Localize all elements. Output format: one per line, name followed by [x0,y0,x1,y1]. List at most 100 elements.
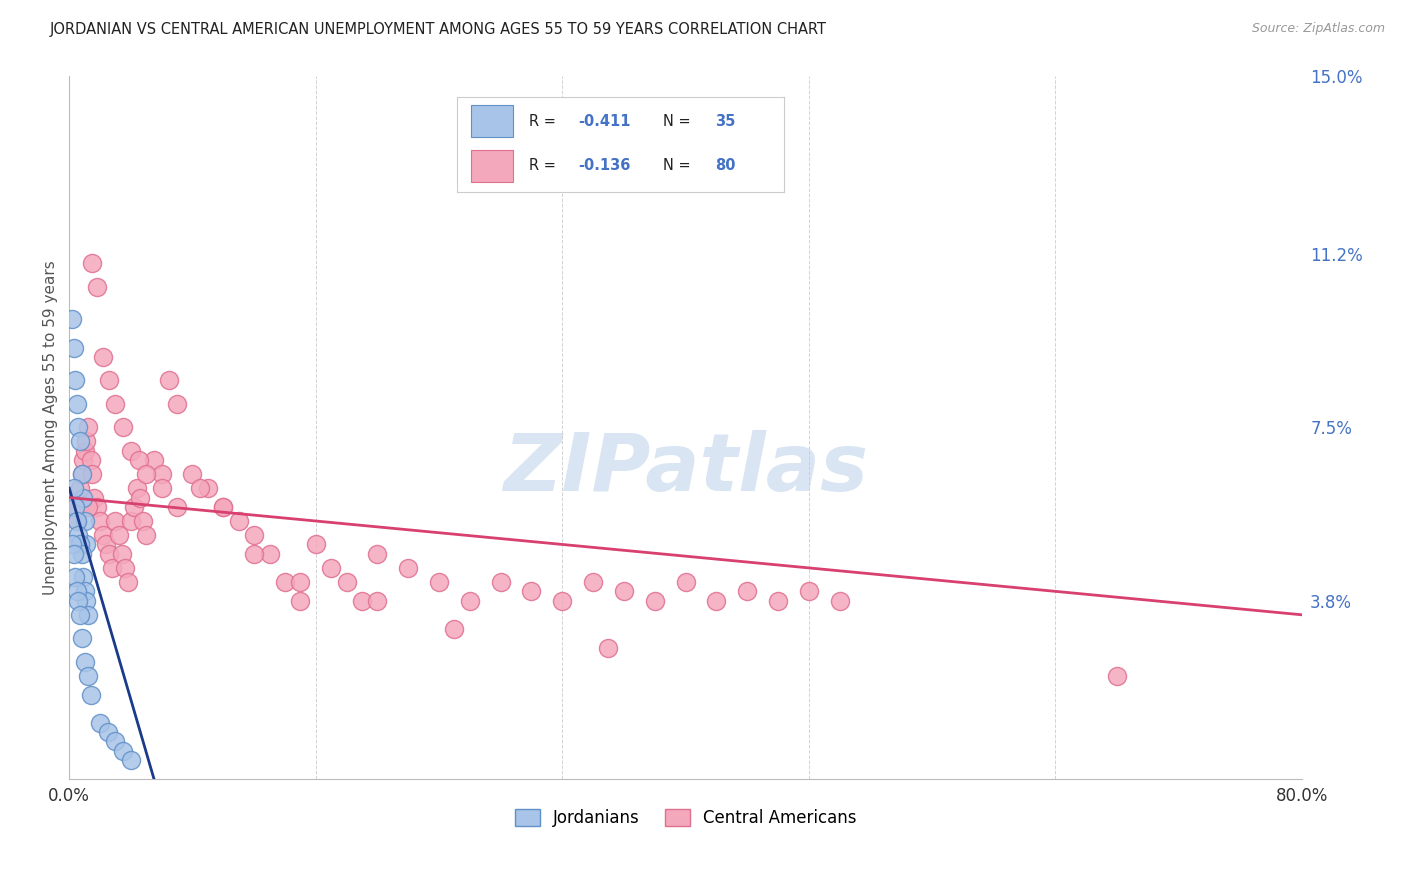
Point [366,547,388,561]
Point [96,537,118,551]
Point [350,593,373,607]
Point [644,593,666,607]
Point [166,397,188,411]
Point [735,584,758,599]
Point [259,547,281,561]
Point [86,500,108,514]
Point [197,481,219,495]
Point [98,547,121,561]
Point [110,547,132,561]
Point [65,373,87,387]
Point [613,584,636,599]
Point [66,514,89,528]
Text: ZIPatlas: ZIPatlas [503,431,868,508]
Point [83,491,105,505]
Point [551,593,574,607]
Point [335,574,357,589]
Point [290,574,312,589]
Point [66,397,89,411]
Point [117,574,139,589]
Point [104,734,127,748]
Point [66,514,89,528]
Point [72,491,94,505]
Point [112,420,135,434]
Point [675,574,697,589]
Point [290,593,312,607]
Point [73,655,96,669]
Point [132,514,155,528]
Point [766,593,789,607]
Point [135,467,157,482]
Point [67,500,90,514]
Point [72,453,94,467]
Point [157,373,180,387]
Text: JORDANIAN VS CENTRAL AMERICAN UNEMPLOYMENT AMONG AGES 55 TO 59 YEARS CORRELATION: JORDANIAN VS CENTRAL AMERICAN UNEMPLOYME… [49,22,827,37]
Point [101,561,124,575]
Point [396,561,419,575]
Point [704,593,727,607]
Point [305,537,328,551]
Legend: Jordanians, Central Americans: Jordanians, Central Americans [508,803,863,834]
Point [91,528,114,542]
Point [73,514,96,528]
Point [60,537,83,551]
Point [69,481,91,495]
Point [70,467,93,482]
Point [120,514,142,528]
Point [228,514,250,528]
Point [107,528,129,542]
Point [520,584,543,599]
Point [120,753,142,767]
Point [321,561,343,575]
Point [443,622,465,636]
Point [86,279,108,293]
Point [97,725,120,739]
Point [82,256,104,270]
Point [76,669,98,683]
Point [69,607,91,622]
Point [70,632,93,646]
Point [188,481,211,495]
Point [150,481,173,495]
Point [65,570,87,584]
Point [76,500,98,514]
Point [828,593,851,607]
Point [63,481,86,495]
Point [150,467,173,482]
Point [89,514,111,528]
Point [69,537,91,551]
Point [143,453,166,467]
Point [75,593,97,607]
Point [129,491,152,505]
Point [243,528,266,542]
Y-axis label: Unemployment Among Ages 55 to 59 years: Unemployment Among Ages 55 to 59 years [44,260,58,595]
Point [60,312,83,326]
Point [582,574,605,589]
Point [98,373,121,387]
Point [243,547,266,561]
Point [458,593,481,607]
Point [489,574,512,589]
Point [122,500,145,514]
Point [66,584,89,599]
Point [69,434,91,449]
Point [1105,669,1128,683]
Point [76,420,98,434]
Point [212,500,235,514]
Point [797,584,820,599]
Point [598,640,620,655]
Point [70,467,93,482]
Point [70,547,93,561]
Point [65,500,87,514]
Point [63,547,86,561]
Point [75,434,97,449]
Point [366,593,388,607]
Point [114,561,136,575]
Point [80,453,103,467]
Point [67,528,90,542]
Point [212,500,235,514]
Point [120,443,142,458]
Point [67,420,90,434]
Point [80,688,103,702]
Point [67,593,90,607]
